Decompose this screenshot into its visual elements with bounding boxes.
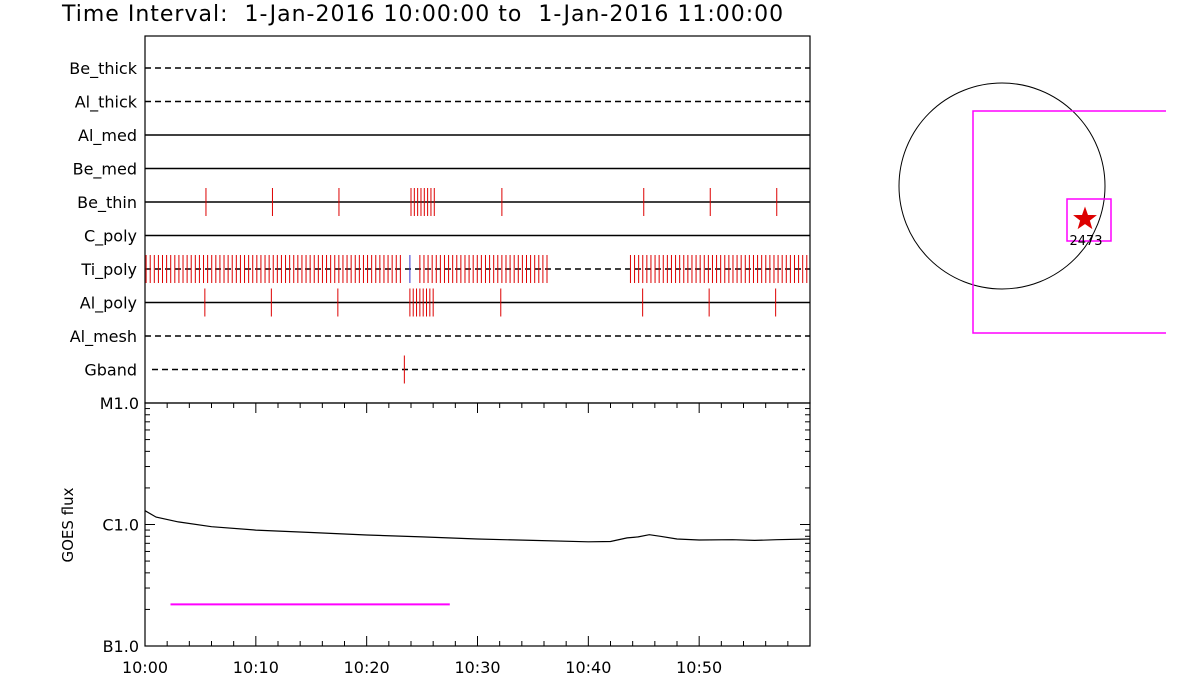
row-label: Ti_poly	[80, 260, 137, 280]
row-label: Al_thick	[75, 93, 138, 113]
row-label: Be_thick	[69, 59, 137, 79]
y-tick-label: C1.0	[102, 516, 139, 535]
row-label: Al_mesh	[70, 327, 137, 347]
goes-flux-line	[144, 510, 811, 543]
y-axis-label: GOES flux	[59, 487, 77, 562]
x-tick-label: 10:30	[454, 658, 500, 677]
row-label: Be_thin	[77, 193, 137, 213]
row-label: Gband	[84, 361, 137, 380]
x-tick-label: 10:20	[344, 658, 390, 677]
sun-map: 2473	[898, 82, 1166, 334]
row-label: Be_med	[73, 160, 137, 180]
row-label: Al_poly	[80, 294, 137, 314]
region-label: 2473	[1069, 234, 1102, 249]
time-interval-title: Time Interval: 1-Jan-2016 10:00:00 to 1-…	[62, 2, 785, 27]
x-tick-label: 10:50	[676, 658, 722, 677]
timeline-frame	[144, 35, 811, 404]
field-of-view-box	[972, 110, 1166, 334]
y-tick-label: M1.0	[100, 394, 139, 413]
flare-star-icon	[1073, 206, 1097, 230]
x-tick-label: 10:00	[122, 658, 168, 677]
row-label: C_poly	[84, 227, 137, 247]
timeline-panel: Be_thick Al_thick Al_med Be_med Be_thin C_pol…	[69, 35, 811, 404]
goes-flux-panel: 10:00 10:10 10:20 10:30 10:40 10:50 B1.0 C1.0 M1…	[59, 394, 811, 677]
goes-frame	[144, 402, 811, 647]
solar-disk	[898, 82, 1106, 290]
x-tick-label: 10:40	[565, 658, 611, 677]
y-tick-label: B1.0	[103, 637, 139, 656]
x-tick-label: 10:10	[233, 658, 279, 677]
region-box	[1066, 198, 1112, 242]
row-label: Al_med	[78, 126, 137, 146]
